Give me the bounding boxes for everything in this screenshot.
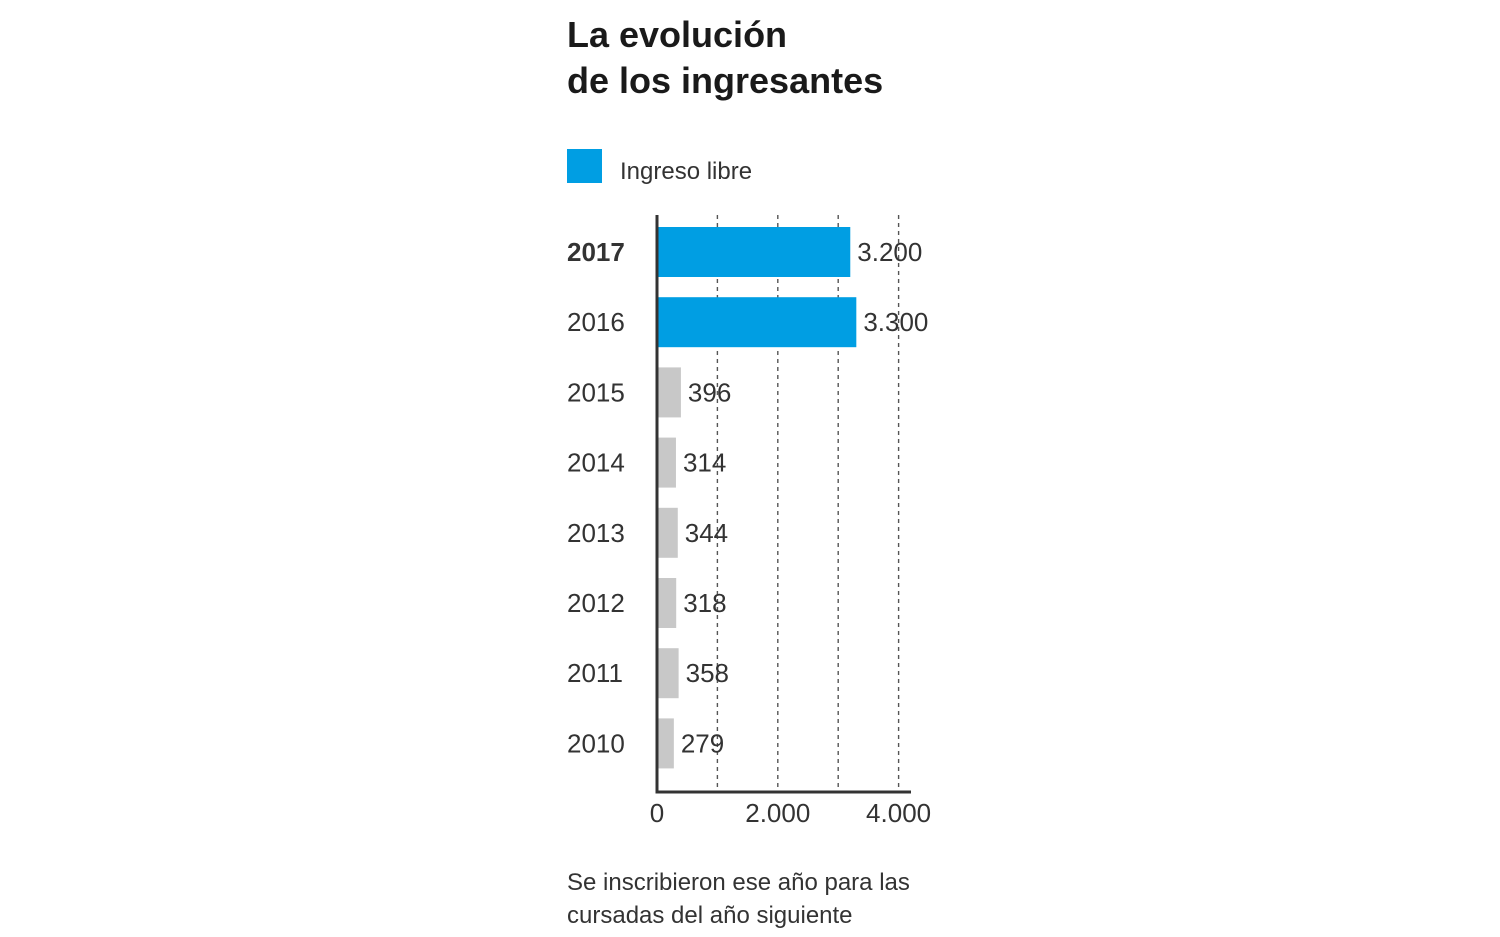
value-label: 279 [681,728,724,758]
value-labels: 3.200 3.300 396 314 344 318 358 279 [681,237,929,758]
bar [657,297,857,348]
x-tick-label: 4.000 [866,798,931,828]
bar [657,437,676,488]
x-tick-labels: 0 2.000 4.000 [650,798,931,828]
value-label: 318 [683,588,726,618]
chart-note: Se inscribieron ese año para las cursada… [567,866,987,932]
axes [655,215,911,794]
bar [657,367,681,418]
value-label: 358 [686,658,729,688]
bar [657,507,678,558]
value-label: 3.300 [863,307,928,337]
bars [657,227,857,769]
bar [657,718,674,769]
value-label: 3.200 [857,237,922,267]
chart-legend: Ingreso libre [567,146,752,186]
bar [657,227,851,277]
value-label: 344 [685,518,728,548]
category-label: 2011 [567,658,623,688]
chart-title-line-1: La evolución [567,14,788,55]
category-label: 2016 [567,307,625,337]
value-label: 396 [688,377,731,407]
bar [657,648,679,699]
legend-swatch [567,149,602,183]
category-labels: 2017 2016 2015 2014 2013 2012 2011 2010 [567,237,625,758]
x-tick-label: 2.000 [745,798,810,828]
category-label: 2013 [567,518,625,548]
category-label: 2010 [567,728,625,758]
category-label: 2017 [567,237,625,267]
chart-note-line-1: Se inscribieron ese año para las [567,869,910,896]
x-tick-label: 0 [650,798,664,828]
legend-label: Ingreso libre [620,158,753,185]
chart-note-line-2: cursadas del año siguiente [567,902,853,929]
chart-title-line-2: de los ingresantes [567,60,884,101]
chart-title: La evolución de los ingresantes [567,12,987,104]
value-label: 314 [683,448,726,478]
bar [657,578,677,628]
category-label: 2015 [567,377,625,407]
category-label: 2012 [567,588,625,618]
category-label: 2014 [567,448,625,478]
